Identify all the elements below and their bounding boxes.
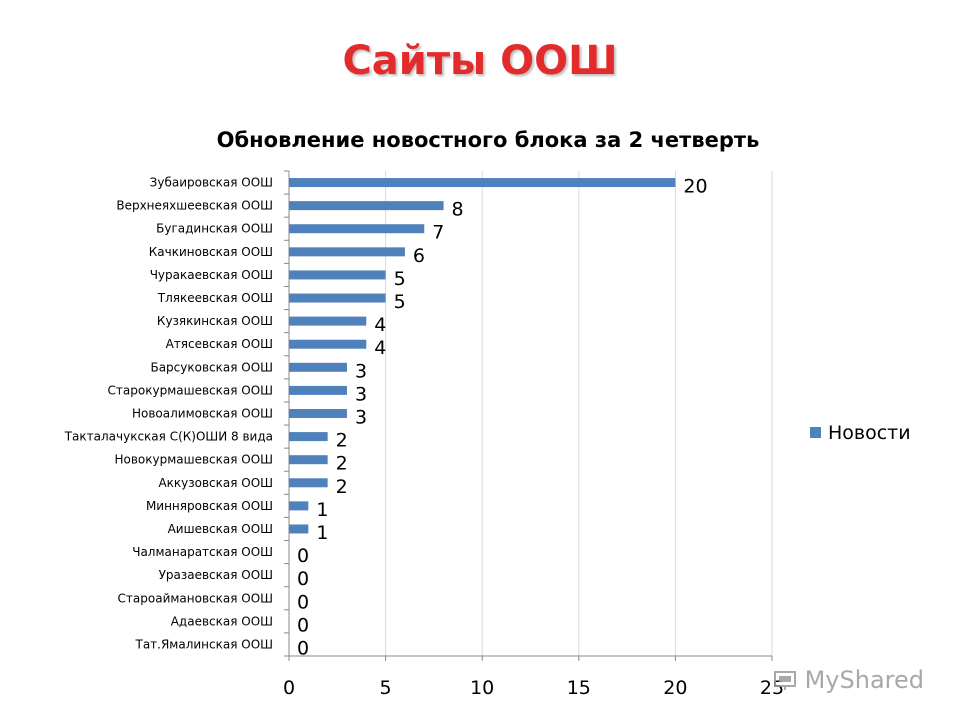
bar [289,362,347,372]
data-label: 5 [394,268,406,290]
bar [289,293,386,303]
x-tick-label: 25 [760,677,784,699]
data-label: 0 [297,637,309,659]
data-label: 2 [336,430,348,452]
data-label: 1 [316,499,328,521]
x-tick-label: 5 [380,677,392,699]
category-label: Старокурмашевская ООШ [108,383,273,397]
bar [289,524,309,534]
presentation-icon [773,671,796,690]
legend-label: Новости [828,422,911,444]
chart-title: Обновление новостного блока за 2 четверт… [217,128,760,152]
x-tick-label: 0 [283,677,295,699]
data-label: 7 [432,222,444,244]
data-label: 3 [355,383,367,405]
data-label: 3 [355,407,367,429]
data-label: 1 [316,522,328,544]
data-label: 6 [413,245,425,267]
grid-lines [385,171,773,656]
x-tick-label: 20 [663,677,687,699]
category-label: Уразаевская ООШ [159,568,273,582]
data-label: 20 [683,176,707,198]
category-label: Тат.Ямалинская ООШ [134,637,273,651]
legend-swatch [810,427,821,438]
category-label: Атясевская ООШ [166,337,273,351]
data-label: 0 [297,545,309,567]
category-label: Аккузовская ООШ [158,476,273,490]
data-label: 4 [374,314,386,336]
data-label: 2 [336,453,348,475]
category-label: Тлякеевская ООШ [157,291,273,305]
bar [289,478,328,488]
category-label: Бугадинская ООШ [156,222,273,236]
legend: Новости [810,422,911,444]
category-label: Адаевская ООШ [171,614,273,628]
bar [289,178,676,188]
bar [289,339,367,349]
category-label: Кузякинская ООШ [157,314,273,328]
bar [289,409,347,418]
category-label: Зубаировская ООШ [150,176,273,190]
category-label: Такталачукская С(К)ОШИ 8 вида [64,430,273,444]
watermark: MyShared [773,666,924,694]
category-label: Староаймановская ООШ [118,591,273,605]
category-label: Новоалимовская ООШ [132,407,273,421]
x-tick-label: 15 [567,677,591,699]
data-label: 3 [355,360,367,382]
category-label: Чуракаевская ООШ [150,268,273,282]
category-label: Чалманаратская ООШ [132,545,273,559]
category-label: Барсуковская ООШ [150,360,273,374]
data-label: 5 [394,291,406,313]
bar [289,501,309,511]
bar [289,270,386,280]
bar [289,455,328,465]
category-label: Аишевская ООШ [168,522,273,536]
x-tick-label: 10 [470,677,494,699]
data-label: 2 [336,476,348,498]
category-label: Минняровская ООШ [146,499,273,513]
category-label: Новокурмашевская ООШ [114,453,273,467]
data-label: 0 [297,591,309,613]
bar [289,224,425,234]
category-label: Качкиновская ООШ [149,245,273,259]
bar [289,316,367,326]
data-label: 8 [452,199,464,221]
bar [289,247,405,257]
bar [289,201,444,211]
bar [289,385,347,395]
slide-title: Сайты ООШ [342,38,618,84]
bars [289,178,676,534]
bar [289,432,328,442]
data-label: 0 [297,614,309,636]
category-label: Верхнеяхшеевская ООШ [116,199,273,213]
watermark-text: MyShared [804,666,924,694]
data-label: 4 [374,337,386,359]
data-label: 0 [297,568,309,590]
